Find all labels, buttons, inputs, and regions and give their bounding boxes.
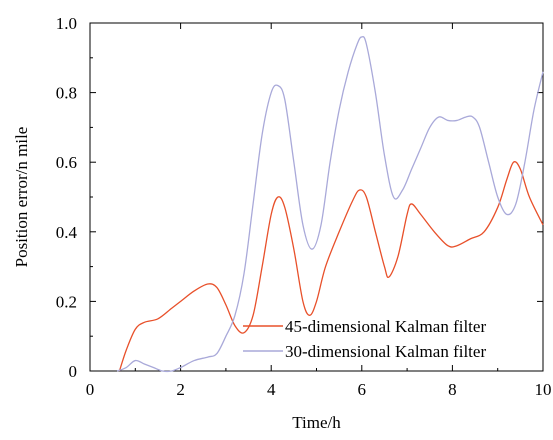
series-layer <box>116 36 544 373</box>
series-line-2 <box>116 36 544 373</box>
x-tick-label: 8 <box>448 380 457 399</box>
x-tick-label: 6 <box>358 380 367 399</box>
x-axis-title: Time/h <box>292 413 341 432</box>
x-tick-label: 0 <box>86 380 95 399</box>
x-axis-ticks: 0 2 4 6 8 10 <box>86 23 552 399</box>
y-tick-label: 0 <box>69 362 78 381</box>
y-tick-label: 0.8 <box>56 84 77 103</box>
x-tick-label: 10 <box>535 380 552 399</box>
x-tick-label: 2 <box>176 380 185 399</box>
y-tick-label: 1.0 <box>56 14 77 33</box>
y-tick-label: 0.6 <box>56 153 77 172</box>
y-axis-title: Position error/n mile <box>12 127 31 268</box>
x-tick-label: 4 <box>267 380 276 399</box>
y-tick-label: 0.2 <box>56 292 77 311</box>
legend: 45-dimensional Kalman filter 30-dimension… <box>243 317 486 361</box>
y-tick-label: 0.4 <box>56 223 78 242</box>
legend-label: 45-dimensional Kalman filter <box>285 317 486 336</box>
series-line-1 <box>118 161 544 372</box>
legend-label: 30-dimensional Kalman filter <box>285 342 486 361</box>
y-axis-ticks: 0 0.2 0.4 0.6 0.8 1.0 <box>56 14 543 381</box>
